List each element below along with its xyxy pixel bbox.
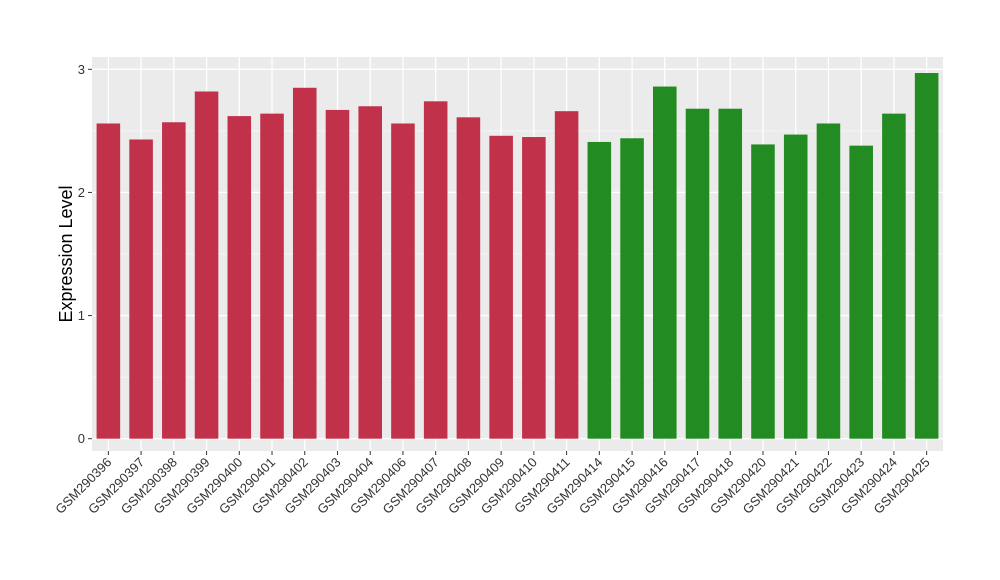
bar-GSM290396 — [96, 123, 121, 439]
bar-GSM290401 — [260, 113, 284, 439]
y-axis-title: Expression Level — [56, 185, 76, 322]
bar-GSM290406 — [391, 123, 415, 439]
y-tick-label: 3 — [78, 62, 85, 77]
bar-GSM290408 — [456, 117, 481, 439]
bar-GSM290398 — [162, 122, 186, 439]
bar-GSM290418 — [718, 108, 743, 439]
bar-GSM290421 — [783, 134, 808, 439]
bar-GSM290423 — [849, 145, 873, 439]
y-axis: 0 1 2 3 — [78, 62, 92, 446]
bar-GSM290417 — [685, 108, 710, 439]
bar-GSM290420 — [751, 144, 775, 439]
y-tick-label: 0 — [78, 431, 85, 446]
bar-GSM290415 — [620, 138, 644, 439]
bar-GSM290403 — [325, 109, 350, 439]
y-tick-label: 1 — [78, 308, 85, 323]
bar-GSM290422 — [816, 123, 841, 439]
bar-GSM290414 — [587, 141, 612, 439]
bar-GSM290399 — [194, 91, 219, 439]
bar-GSM290410 — [522, 137, 546, 439]
bars — [96, 73, 939, 439]
bar-GSM290397 — [129, 139, 153, 439]
bar-GSM290409 — [489, 135, 513, 439]
bar-GSM290424 — [882, 113, 906, 439]
x-axis: GSM290396GSM290397GSM290398GSM290399GSM2… — [52, 451, 933, 517]
bar-GSM290402 — [292, 87, 317, 439]
bar-GSM290400 — [227, 116, 252, 439]
bar-GSM290416 — [653, 86, 677, 439]
bar-GSM290407 — [423, 101, 448, 439]
bar-GSM290404 — [358, 106, 382, 439]
bar-GSM290411 — [554, 111, 579, 439]
bar-GSM290425 — [914, 73, 939, 439]
y-tick-label: 2 — [78, 185, 85, 200]
